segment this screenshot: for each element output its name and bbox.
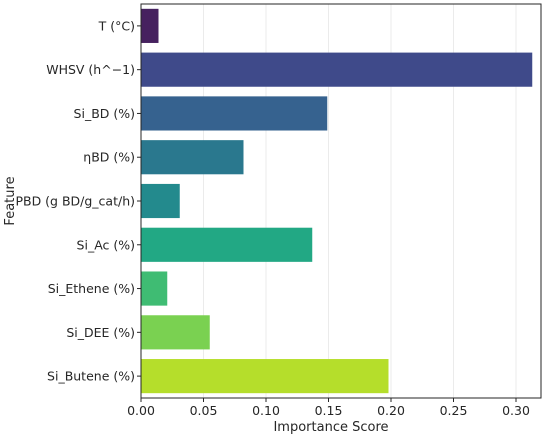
x-tick-label: 0.00 [127,403,155,418]
y-tick-label: WHSV (h^−1) [46,62,135,77]
bar [141,96,328,131]
y-axis-label: Feature [3,176,18,225]
x-axis-label: Importance Score [273,420,388,435]
bar [141,227,313,262]
bar [141,315,210,350]
x-tick-label: 0.25 [440,403,468,418]
x-tick-label: 0.15 [315,403,343,418]
y-axis-ticks: T (°C) WHSV (h^−1) Si_BD (%) ηBD (%) PBD (g … [15,18,141,384]
bar [141,52,533,87]
bar [141,8,159,43]
x-tick-label: 0.30 [502,403,530,418]
y-tick-label: PBD (g BD/g_cat/h) [15,194,135,209]
x-tick-label: 0.10 [252,403,280,418]
y-tick-label: ηBD (%) [83,150,135,165]
bar [141,140,244,175]
y-tick-label: Si_Butene (%) [47,369,135,384]
y-tick-label: Si_Ac (%) [77,237,135,252]
plot-frame [140,3,542,399]
y-tick-label: Si_DEE (%) [66,325,135,340]
bars [141,8,533,394]
y-tick-label: T (°C) [98,18,135,33]
x-axis-ticks: 0.00 0.05 0.10 0.15 0.20 0.25 0.30 [127,398,530,418]
bar [141,271,168,306]
x-tick-label: 0.20 [377,403,405,418]
x-tick-label: 0.05 [190,403,218,418]
y-tick-label: Si_Ethene (%) [48,281,135,296]
bar [141,183,180,219]
bar [141,359,389,394]
y-tick-label: Si_BD (%) [74,106,135,121]
